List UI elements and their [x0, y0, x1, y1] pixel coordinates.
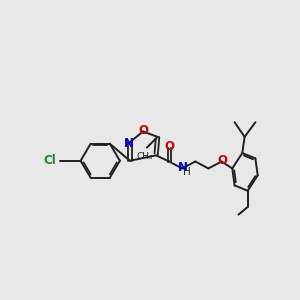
- Text: O: O: [217, 154, 227, 167]
- Text: N: N: [178, 161, 188, 174]
- Text: CH₃: CH₃: [137, 152, 154, 161]
- Text: O: O: [139, 124, 149, 137]
- Text: O: O: [164, 140, 174, 153]
- Text: N: N: [124, 136, 134, 149]
- Text: H: H: [183, 167, 191, 177]
- Text: Cl: Cl: [43, 154, 56, 167]
